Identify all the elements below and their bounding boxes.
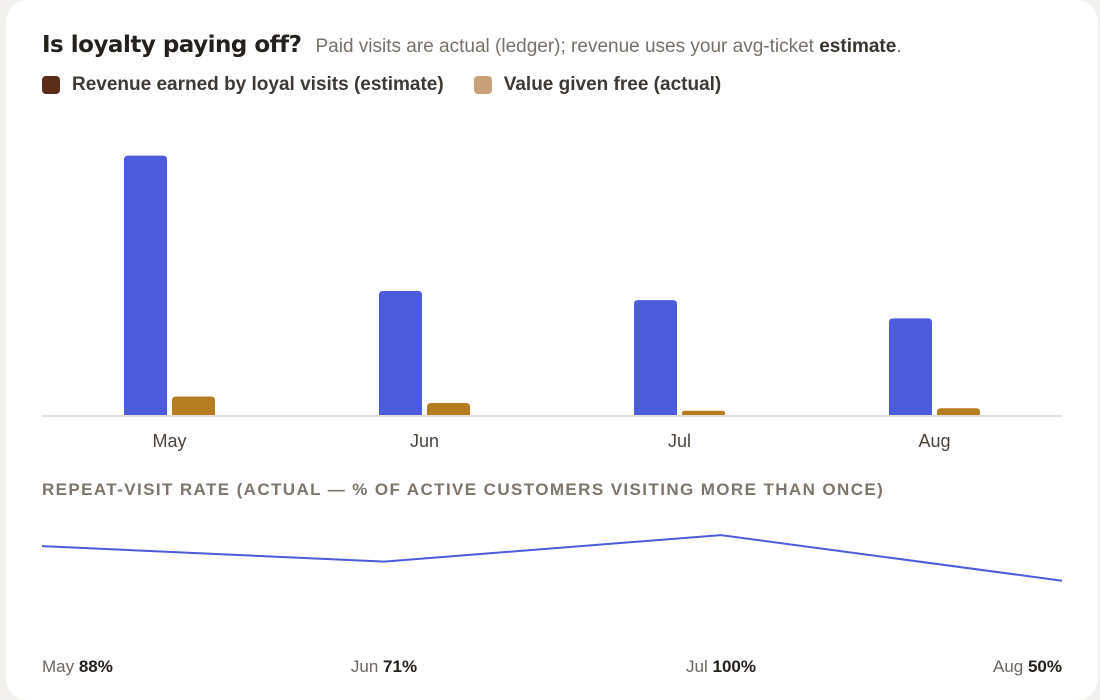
- legend: Revenue earned by loyal visits (estimate…: [42, 74, 721, 96]
- repeat-rate-label-jul: Jul 100%: [686, 657, 756, 677]
- bar-revenue-jun: [379, 291, 422, 416]
- chart-title: Is loyalty paying off?: [42, 32, 302, 58]
- bar-revenue-aug: [889, 318, 932, 416]
- subtitle-emphasis: estimate: [819, 36, 897, 57]
- bar-free-may: [172, 396, 215, 416]
- legend-item-free: Value given free (actual): [473, 74, 722, 96]
- rate-value: 88%: [78, 657, 113, 676]
- legend-item-revenue: Revenue earned by loyal visits (estimate…: [42, 74, 444, 96]
- x-tick-label: May: [152, 431, 186, 451]
- bar-revenue-may: [124, 155, 167, 417]
- repeat-rate-label-aug: Aug 50%: [993, 657, 1062, 677]
- legend-swatch-revenue: [42, 76, 60, 94]
- bar-free-jul: [682, 410, 725, 416]
- rate-month: Jun: [350, 657, 384, 676]
- bar-free-aug: [937, 408, 980, 416]
- chart-subtitle: Paid visits are actual (ledger); revenue…: [316, 36, 902, 57]
- repeat-rate-label-may: May 88%: [42, 657, 113, 677]
- bar-revenue-jul: [634, 300, 677, 416]
- legend-label-revenue: Revenue earned by loyal visits (estimate…: [72, 74, 444, 95]
- rate-month: Jul: [686, 657, 713, 676]
- chart-header: Is loyalty paying off? Paid visits are ac…: [42, 32, 902, 58]
- rate-value: 100%: [712, 657, 756, 676]
- x-tick-label: Jun: [410, 431, 439, 451]
- repeat-rate-title: REPEAT-VISIT RATE (ACTUAL — % OF ACTIVE …: [42, 480, 885, 499]
- legend-swatch-free: [473, 76, 492, 94]
- repeat-rate-labels: May 88% Jun 71% Jul 100% Aug 50%: [42, 657, 1062, 679]
- x-tick-label: Jul: [668, 431, 691, 451]
- subtitle-text: Paid visits are actual (ledger); revenue…: [315, 36, 820, 57]
- x-tick-label: Aug: [918, 431, 950, 451]
- repeat-rate-line: [41, 534, 1063, 582]
- rate-month: Aug: [992, 657, 1028, 676]
- bar-free-jun: [427, 402, 470, 416]
- repeat-rate-label-jun: Jun 71%: [351, 657, 417, 677]
- rate-month: May: [42, 657, 79, 676]
- rate-value: 71%: [383, 657, 418, 676]
- legend-label-free: Value given free (actual): [503, 74, 722, 95]
- rate-value: 50%: [1027, 657, 1062, 676]
- subtitle-end: .: [896, 36, 902, 57]
